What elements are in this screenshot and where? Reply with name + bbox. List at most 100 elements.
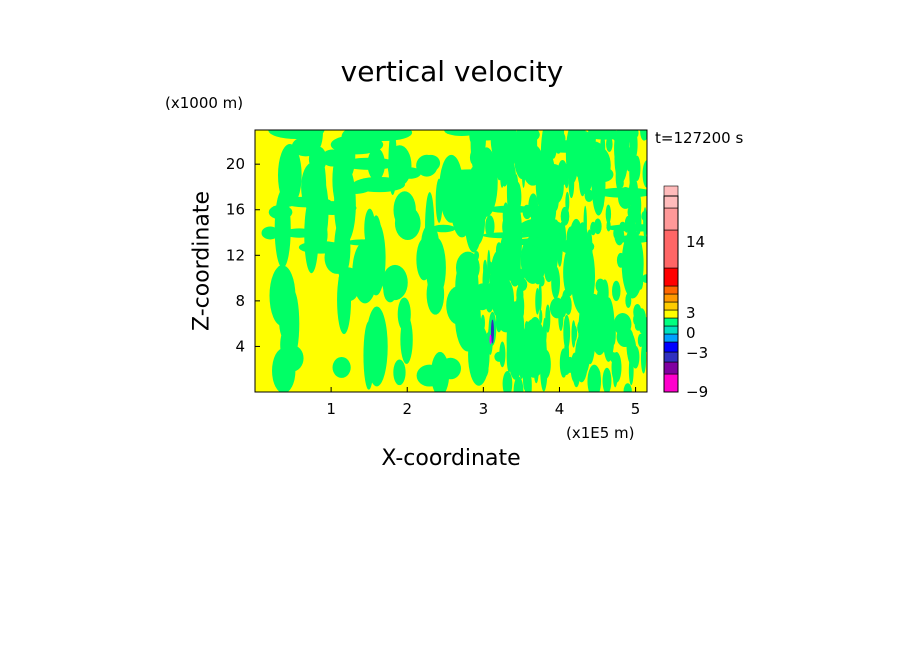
field-patch	[393, 191, 416, 229]
field-patch	[321, 149, 344, 167]
colorbar-swatch	[663, 293, 679, 303]
field-patch	[352, 241, 378, 304]
field-patch	[424, 192, 435, 267]
x-axis-label: X-coordinate	[381, 446, 521, 471]
field-patch	[291, 136, 320, 157]
field-patch	[482, 232, 533, 239]
field-patch	[641, 274, 647, 283]
field-patch	[284, 228, 315, 238]
colorbar-swatch	[663, 301, 679, 311]
field-patch	[530, 236, 563, 249]
field-patch	[565, 191, 570, 213]
field-patch	[346, 239, 378, 246]
field-patch	[483, 259, 488, 277]
field-patch	[637, 273, 644, 290]
colorbar-swatch	[663, 185, 679, 209]
field-patch	[605, 204, 612, 224]
field-patch	[397, 297, 411, 331]
y-tick-label: 4	[235, 337, 245, 355]
field-patch	[584, 189, 594, 202]
field-patch	[614, 235, 647, 244]
field-patch	[530, 322, 537, 338]
field-patch	[539, 358, 548, 369]
field-patch	[528, 193, 539, 220]
colorbar-label: −9	[686, 383, 708, 401]
field-patch	[298, 241, 343, 254]
field-patch	[495, 242, 503, 259]
field-patch	[469, 150, 477, 165]
field-patch	[582, 328, 588, 362]
field-patch	[611, 352, 622, 383]
field-patch	[533, 357, 539, 384]
field-patch	[633, 155, 641, 181]
field-patch	[472, 336, 480, 368]
field-patch	[542, 140, 591, 153]
field-patch	[625, 292, 632, 309]
field-patch	[332, 357, 351, 378]
chart-title: vertical velocity	[340, 55, 564, 88]
colorbar-swatch	[663, 325, 679, 335]
field-patch	[514, 174, 519, 204]
field-patch	[616, 252, 625, 268]
field-patch	[469, 257, 473, 276]
field-patch	[442, 169, 499, 182]
field-patch	[494, 351, 504, 362]
field-patch	[496, 148, 503, 181]
field-patch	[605, 315, 615, 336]
field-patch	[544, 164, 563, 181]
field-patch	[625, 258, 635, 276]
colorbar-swatch	[663, 341, 679, 353]
field-patch	[564, 163, 570, 189]
field-patch	[272, 348, 296, 392]
field-patch	[625, 274, 634, 294]
colorbar-swatch	[663, 285, 679, 295]
colorbar-swatch	[663, 333, 679, 343]
field-patch	[627, 319, 631, 350]
field-patch	[477, 337, 488, 348]
field-patch	[577, 320, 584, 335]
field-patch	[637, 333, 644, 347]
field-patch	[538, 282, 542, 312]
field-patch	[563, 314, 571, 350]
plot-frame	[254, 129, 648, 393]
field-patch	[495, 268, 501, 278]
field-patch	[364, 208, 376, 249]
field-patch	[416, 364, 443, 387]
field-patch	[342, 157, 397, 170]
field-patch	[558, 301, 564, 332]
x-tick-label: 4	[555, 400, 565, 418]
field-patch	[431, 224, 456, 233]
field-patch	[623, 383, 632, 392]
colorbar-swatch	[663, 317, 679, 327]
field-patch	[368, 345, 381, 366]
colorbar-swatch	[663, 207, 679, 231]
field-patch	[524, 321, 529, 332]
colorbar-swatch	[663, 351, 679, 363]
field-patch	[560, 206, 570, 226]
field-patch	[393, 359, 406, 386]
field-patch	[530, 130, 538, 181]
field-patch	[564, 295, 572, 315]
field-patch	[591, 367, 601, 385]
field-patch	[590, 306, 598, 326]
x-tick-label: 3	[479, 400, 489, 418]
field-patch	[421, 154, 441, 172]
field-patch	[640, 342, 647, 374]
field-patch	[274, 265, 286, 299]
field-patch	[518, 218, 564, 238]
field-patch	[575, 162, 612, 183]
field-patch	[286, 289, 300, 358]
field-patch	[590, 221, 597, 236]
field-patch	[308, 201, 357, 215]
colorbar-label: −3	[686, 344, 708, 362]
field-patch	[595, 187, 647, 198]
field-patch	[522, 366, 527, 391]
field-patch	[398, 167, 422, 179]
field-patch	[337, 182, 371, 194]
field-patch	[440, 357, 462, 380]
field-patch	[611, 280, 621, 302]
colorbar-label: 14	[686, 233, 705, 251]
field-patch	[516, 130, 540, 143]
field-patch	[559, 238, 595, 255]
